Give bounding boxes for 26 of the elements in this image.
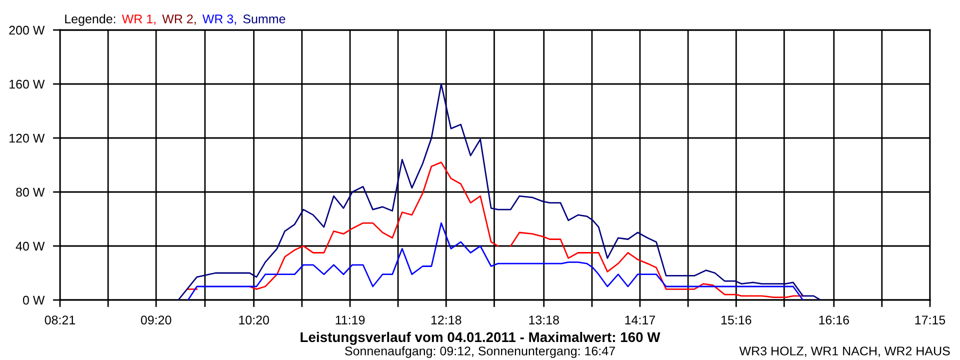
x-tick-label: 15:16 bbox=[721, 316, 752, 324]
x-tick-label: 10:20 bbox=[239, 316, 269, 324]
x-tick-label: 17:15 bbox=[915, 316, 946, 324]
legend-label: WR 2, bbox=[162, 14, 196, 25]
y-tick-label: 80 W bbox=[16, 188, 45, 197]
x-tick-label: 16:16 bbox=[819, 316, 849, 324]
x-tick-label: 08:21 bbox=[44, 316, 76, 324]
y-tick-label: 120 W bbox=[10, 134, 45, 143]
text: Summe bbox=[243, 14, 286, 24]
line-series bbox=[178, 83, 822, 300]
legend-title: Legende: bbox=[65, 14, 116, 26]
x-tick-label: 14:17 bbox=[625, 316, 655, 324]
y-tick-label: 40 W bbox=[16, 242, 45, 251]
x-tick-label: 12:18 bbox=[431, 316, 462, 324]
line-series bbox=[187, 222, 804, 300]
x-tick-label: 13:18 bbox=[529, 316, 559, 324]
text: Sonnenaufgang: 09:12, Sonnenuntergang: 16:47 bbox=[345, 346, 615, 358]
y-tick-label: 0 W bbox=[22, 296, 45, 305]
text: WR3 HOLZ, WR1 NACH, WR2 HAUS bbox=[739, 346, 950, 357]
y-tick-label: 200 W bbox=[9, 26, 45, 35]
x-tick-label: 11:19 bbox=[336, 316, 365, 324]
text: WR 1, bbox=[122, 14, 156, 25]
x-tick-label: 09:20 bbox=[140, 316, 172, 324]
y-tick-label: 160 W bbox=[10, 80, 45, 89]
text: WR 3, bbox=[202, 14, 236, 25]
text: Leistungsverlauf vom 04.01.2011 - Maximalwert: 160 W bbox=[300, 332, 660, 345]
